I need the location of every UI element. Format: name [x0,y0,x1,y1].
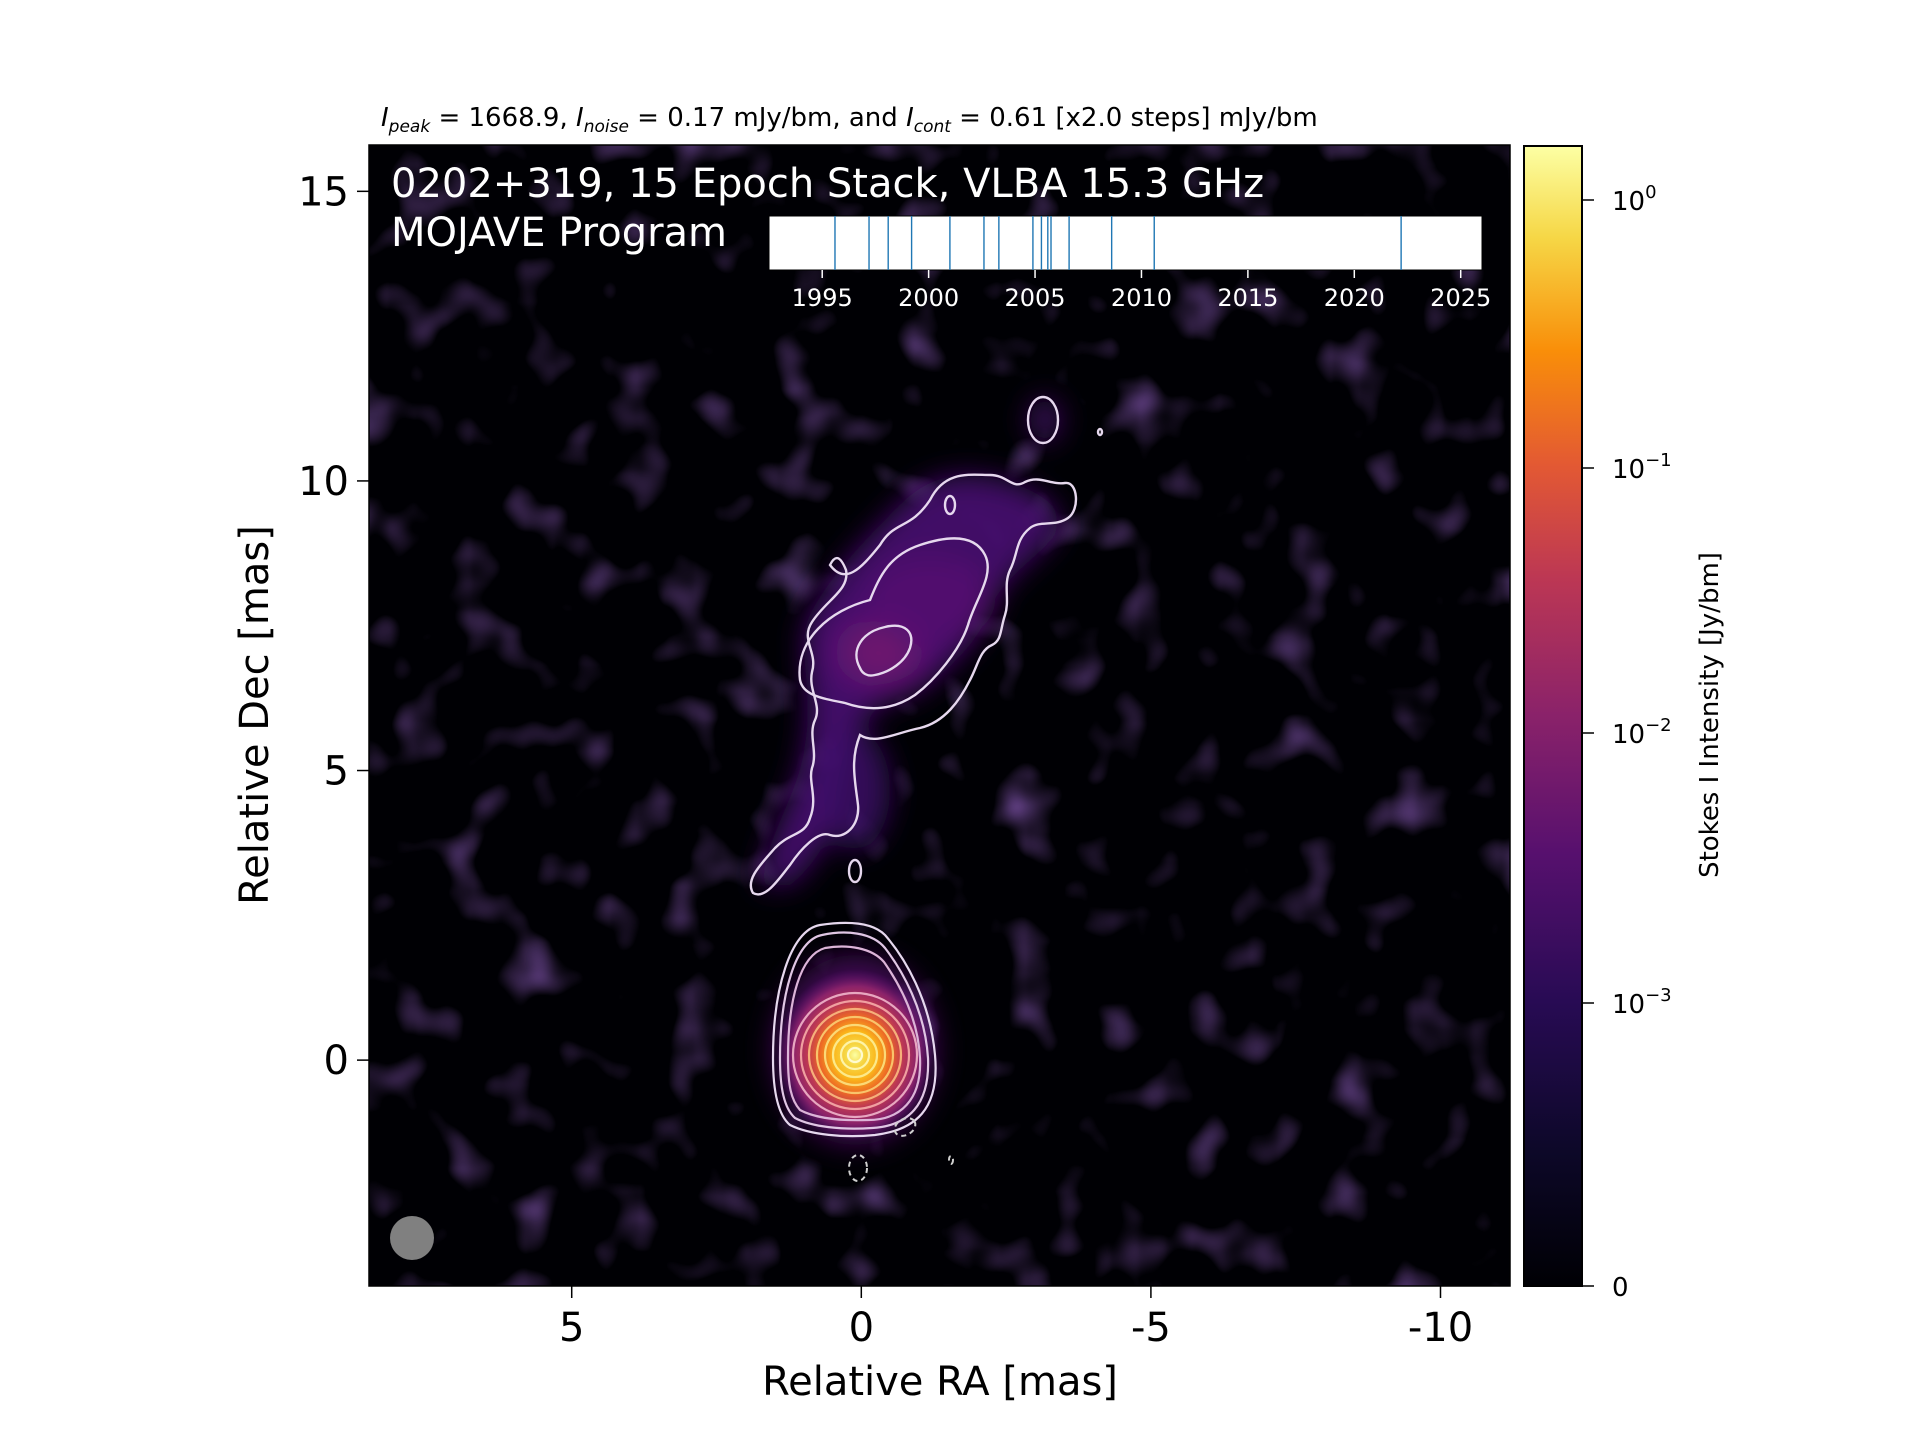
timeline-tick-label: 2010 [1111,284,1172,312]
colorbar-tick-exponent: −1 [1645,450,1672,471]
x-axis-ticks: 5 0 -5 -10 [559,1286,1473,1351]
colorbar-tick-base: 10 [1612,990,1645,1020]
colorbar-tick-label: 10−3 [1612,985,1672,1020]
title-peak-symbol: I [381,103,389,133]
chart-title: Ipeak = 1668.9, Inoise = 0.17 mJy/bm, an… [381,103,1318,137]
contour-tiny-dot [1096,427,1104,437]
x-tick-label: 0 [849,1305,874,1351]
beam-ellipse [390,1216,434,1260]
timeline-tick-label: 2005 [1005,284,1066,312]
timeline-tick-label: 2015 [1217,284,1278,312]
contour-near-core-island [847,858,863,884]
contour-jet-inner [855,624,913,677]
colorbar-label: Stokes I Intensity [Jy/bm] [1695,552,1725,878]
program-label: MOJAVE Program [391,210,727,256]
y-tick-label: 0 [324,1038,349,1084]
title-noise-value: = 0.17 mJy/bm, and [629,103,906,133]
core-emission [777,969,933,1141]
colorbar-tick-exponent: −2 [1645,715,1672,736]
contour-jet-small-island [943,494,957,516]
contour-jet-island [1026,395,1060,445]
contour-jet-mid [798,537,989,710]
title-cont-subscript: cont [914,117,953,137]
jet-diffuse-emission [760,398,1061,885]
colorbar-tick-label: 10−2 [1612,715,1672,750]
contour-core-rings [771,921,937,1138]
title-cont-symbol: I [906,103,914,133]
title-noise-symbol: I [576,103,584,133]
plot-frame [368,144,1511,1287]
negative-contours [848,1117,954,1182]
title-cont-value: = 0.61 [x2.0 steps] mJy/bm [951,103,1318,133]
title-noise-subscript: noise [584,117,629,137]
epoch-timeline: 1995 2000 2005 2010 2015 2020 2025 [768,215,1491,312]
y-tick-label: 5 [324,749,349,795]
x-tick-label: 5 [559,1305,584,1351]
timeline-box [768,215,1483,271]
colorbar-tick-label: 0 [1612,1273,1629,1303]
timeline-ticks: 1995 2000 2005 2010 2015 2020 2025 [792,270,1491,312]
x-tick-label: -5 [1131,1305,1171,1351]
colorbar-tick-base: 10 [1612,720,1645,750]
colorbar-tick-label: 100 [1612,182,1657,217]
timeline-tick-label: 1995 [792,284,853,312]
title-peak-value: = 1668.9, [430,103,576,133]
y-tick-label: 15 [298,169,349,215]
x-tick-label: -10 [1408,1305,1473,1351]
colorbar-tick-label: 10−1 [1612,450,1672,485]
timeline-tick-label: 2025 [1430,284,1491,312]
contour-lines [749,395,1104,896]
colorbar-tick-exponent: −3 [1645,985,1672,1006]
source-title: 0202+319, 15 Epoch Stack, VLBA 15.3 GHz [391,161,1264,207]
y-axis-label: Relative Dec [mas] [232,525,278,905]
map-noise-texture [369,145,1510,1286]
y-axis-ticks: 0 5 10 15 [298,169,369,1084]
x-axis-label: Relative RA [mas] [762,1359,1118,1405]
timeline-epoch-lines [834,216,1402,270]
timeline-tick-label: 2000 [898,284,959,312]
y-tick-label: 10 [298,459,349,505]
contour-jet-outer [749,473,1078,896]
colorbar-tick-base: 10 [1612,187,1645,217]
intensity-map: 0202+319, 15 Epoch Stack, VLBA 15.3 GHz … [369,145,1510,1286]
colorbar-tick-base: 10 [1612,455,1645,485]
colorbar-gradient [1523,145,1583,1287]
timeline-tick-label: 2020 [1324,284,1385,312]
title-peak-subscript: peak [388,117,432,137]
colorbar-tick-exponent: 0 [1645,182,1656,203]
